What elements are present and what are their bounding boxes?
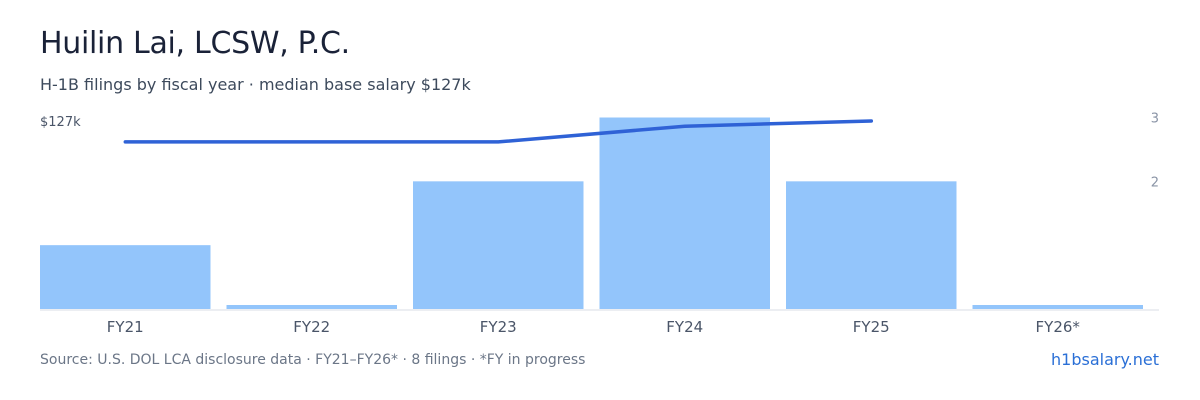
bar-fy26-partial bbox=[972, 305, 1143, 309]
brand-link[interactable]: h1bsalary.net bbox=[1051, 350, 1159, 369]
bar-fy25 bbox=[786, 181, 957, 309]
category-label: FY21 bbox=[107, 318, 144, 336]
category-label: FY25 bbox=[853, 318, 890, 336]
category-label: FY24 bbox=[666, 318, 703, 336]
bar-fy22 bbox=[226, 305, 397, 309]
chart-subtitle: H-1B filings by fiscal year · median bas… bbox=[40, 75, 471, 94]
source-note: Source: U.S. DOL LCA disclosure data · F… bbox=[40, 352, 586, 368]
right-axis-tick-label: 2 bbox=[1151, 175, 1159, 190]
category-label: FY26* bbox=[1036, 318, 1081, 336]
salary-line bbox=[123, 119, 874, 144]
bar-fy21 bbox=[40, 245, 211, 309]
category-label: FY22 bbox=[293, 318, 330, 336]
bar-fy24 bbox=[599, 117, 770, 309]
tick-layer: $127k 2 3 bbox=[40, 112, 1159, 191]
bars-layer bbox=[40, 117, 1143, 309]
left-axis-tick-label: $127k bbox=[40, 115, 81, 130]
category-label: FY23 bbox=[480, 318, 517, 336]
salary-line-layer bbox=[123, 119, 874, 144]
chart-title: Huilin Lai, LCSW, P.C. bbox=[40, 26, 350, 61]
bar-fy23 bbox=[413, 181, 584, 309]
right-axis-tick-label: 3 bbox=[1151, 112, 1159, 127]
category-labels: FY21 FY22 FY23 FY24 FY25 FY26* bbox=[107, 318, 1081, 336]
